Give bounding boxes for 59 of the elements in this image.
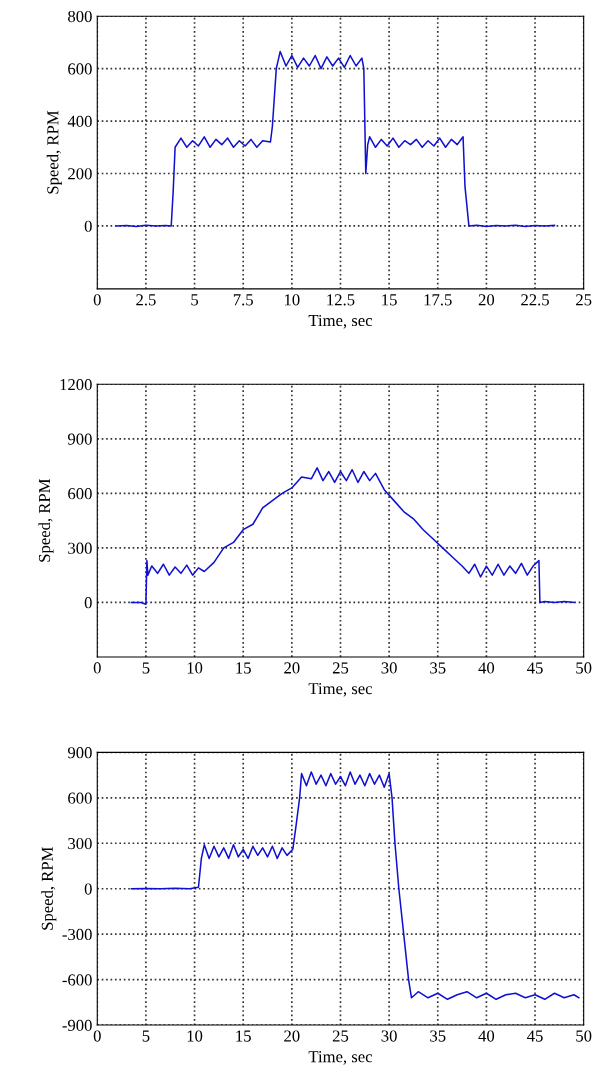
y-axis-title: Speed, RPM — [38, 478, 54, 562]
x-tick-label: 35 — [430, 1030, 446, 1042]
x-axis-title: Time, sec — [308, 314, 373, 329]
y-tick-label: 200 — [68, 168, 92, 180]
y-tick-label: 0 — [84, 597, 92, 609]
x-tick-label: 15 — [236, 1030, 251, 1042]
x-tick-label: 20 — [284, 1030, 300, 1042]
x-tick-label: 20 — [478, 294, 495, 306]
x-tick-label: 12.5 — [327, 294, 355, 306]
x-tick-label: 50 — [576, 1030, 592, 1042]
y-tick-label: 400 — [67, 115, 92, 127]
x-tick-label: 25 — [332, 1030, 349, 1042]
line-series — [130, 771, 580, 1001]
y-tick-label: -600 — [62, 974, 92, 986]
y-tick-label: 900 — [67, 747, 92, 759]
y-tick-label: 600 — [68, 63, 92, 75]
x-tick-label: 0 — [93, 294, 101, 306]
x-tick-label: 25 — [576, 294, 592, 306]
x-tick-label: 25 — [332, 662, 349, 674]
y-tick-label: -300 — [62, 928, 92, 941]
x-tick-label: 10 — [187, 1030, 203, 1042]
y-axis-title: Speed, RPM — [41, 847, 57, 930]
x-tick-label: 15 — [236, 662, 251, 674]
x-tick-label: 0 — [93, 1030, 101, 1042]
y-tick-label: -900 — [62, 1019, 92, 1031]
line-series — [115, 50, 556, 228]
line-series — [130, 467, 575, 606]
x-axis-title: Time, sec — [308, 683, 373, 697]
x-tick-label: 5 — [142, 662, 150, 674]
x-tick-label: 0 — [93, 662, 101, 674]
x-tick-label: 17.5 — [424, 294, 452, 306]
x-tick-label: 20 — [284, 662, 300, 674]
x-tick-label: 5 — [142, 1030, 150, 1042]
x-tick-label: 22.5 — [521, 294, 549, 306]
x-tick-label: 50 — [576, 662, 592, 674]
y-tick-label: 300 — [68, 542, 92, 554]
x-tick-label: 10 — [284, 294, 300, 306]
x-tick-label: 15 — [382, 294, 397, 306]
x-axis-title: Time, sec — [308, 1051, 373, 1065]
x-tick-label: 30 — [381, 1030, 397, 1042]
x-tick-label: 40 — [478, 1030, 495, 1042]
y-tick-label: 900 — [67, 433, 92, 445]
x-tick-label: 5 — [191, 294, 199, 306]
y-tick-label: 0 — [84, 883, 92, 895]
x-tick-label: 30 — [381, 662, 397, 674]
x-tick-label: 40 — [478, 662, 495, 674]
y-tick-label: 0 — [84, 220, 92, 232]
x-tick-label: 7.5 — [233, 294, 253, 306]
y-tick-label: 1200 — [60, 378, 92, 391]
y-tick-label: 300 — [68, 837, 92, 850]
y-tick-label: 800 — [68, 10, 92, 23]
y-tick-label: 600 — [68, 792, 92, 804]
x-tick-label: 2.5 — [136, 294, 156, 306]
x-tick-label: 45 — [527, 662, 543, 674]
x-tick-label: 45 — [527, 1030, 543, 1042]
x-tick-label: 10 — [187, 662, 203, 674]
y-tick-label: 600 — [68, 488, 92, 500]
y-axis-title: Speed, RPM — [46, 110, 62, 194]
x-tick-label: 35 — [430, 662, 446, 674]
